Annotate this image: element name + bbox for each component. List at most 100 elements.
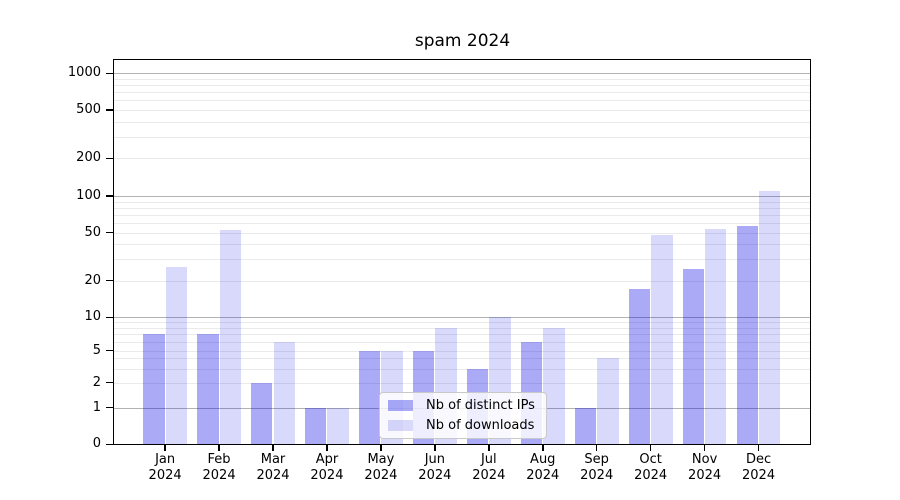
- gridline: [114, 382, 810, 384]
- bar-distinct-ips-11: [736, 225, 759, 445]
- x-tick-label: Nov 2024: [688, 452, 722, 483]
- x-tick: [488, 445, 490, 451]
- gridline: [114, 358, 810, 360]
- x-tick: [649, 445, 652, 451]
- gridline: [114, 136, 810, 138]
- y-tick-label: 10: [84, 309, 101, 325]
- x-tick: [380, 445, 382, 451]
- gridline: [114, 317, 810, 319]
- gridline: [114, 121, 810, 123]
- bar-distinct-ips-8: [574, 407, 597, 445]
- gridline: [114, 73, 810, 75]
- gridline: [114, 368, 810, 370]
- gridline: [114, 85, 810, 87]
- x-tick-label: Oct 2024: [634, 452, 668, 483]
- y-tick: [106, 72, 113, 75]
- x-tick-label: Feb 2024: [202, 452, 236, 483]
- legend-label: Nb of downloads: [426, 417, 535, 433]
- y-tick-label: 20: [84, 272, 101, 288]
- legend-item: Nb of downloads: [388, 417, 538, 433]
- legend-item: Nb of distinct IPs: [388, 397, 538, 413]
- gridline: [114, 214, 810, 216]
- gridline: [114, 78, 810, 80]
- gridline: [114, 322, 810, 324]
- bar-downloads-2: [273, 341, 295, 445]
- x-tick-label: Jan 2024: [148, 452, 182, 483]
- gridline: [114, 100, 810, 102]
- bar-downloads-1: [219, 229, 241, 445]
- gridline: [114, 223, 810, 225]
- y-tick-label: 1: [92, 399, 101, 415]
- y-tick-label: 100: [76, 188, 101, 203]
- gridline: [114, 350, 810, 352]
- gridline: [114, 158, 810, 160]
- gridline: [114, 201, 810, 203]
- x-tick-label: May 2024: [364, 452, 398, 483]
- gridline: [114, 110, 810, 111]
- bar-downloads-0: [165, 266, 187, 445]
- bar-distinct-ips-4: [359, 350, 381, 445]
- bar-downloads-10: [705, 228, 727, 445]
- gridline: [114, 244, 810, 246]
- x-tick: [542, 445, 544, 451]
- x-tick: [434, 445, 436, 451]
- bar-distinct-ips-1: [197, 334, 219, 445]
- y-tick: [106, 443, 113, 446]
- x-tick-label: Mar 2024: [256, 452, 290, 483]
- x-tick: [164, 445, 166, 451]
- gridline: [114, 341, 810, 343]
- y-tick: [106, 109, 113, 111]
- bar-distinct-ips-3: [305, 407, 327, 445]
- legend: Nb of distinct IPs Nb of downloads: [379, 392, 547, 439]
- y-tick-label: 5: [92, 342, 101, 358]
- x-tick: [757, 445, 760, 451]
- x-tick-label: Aug 2024: [526, 452, 560, 483]
- y-tick: [106, 406, 113, 409]
- x-tick-label: Jul 2024: [472, 452, 506, 483]
- bar-downloads-9: [651, 234, 673, 445]
- legend-swatch-downloads: [388, 420, 413, 431]
- x-tick: [595, 445, 598, 451]
- bar-downloads-7: [543, 328, 565, 445]
- x-tick: [326, 445, 328, 451]
- x-tick: [272, 445, 274, 451]
- y-tick: [106, 349, 113, 352]
- bar-distinct-ips-2: [251, 382, 273, 445]
- x-tick-label: Apr 2024: [310, 452, 344, 483]
- gridline: [114, 232, 810, 234]
- legend-label: Nb of distinct IPs: [426, 397, 535, 413]
- bar-distinct-ips-10: [682, 269, 705, 445]
- y-tick-label: 0: [92, 436, 101, 452]
- gridline: [114, 334, 810, 336]
- y-tick: [106, 279, 113, 282]
- x-tick: [703, 445, 706, 451]
- y-tick: [106, 231, 113, 234]
- gridline: [114, 207, 810, 209]
- bar-downloads-11: [759, 190, 781, 445]
- x-tick-label: Jun 2024: [418, 452, 452, 483]
- legend-swatch-distinct-ips: [388, 400, 413, 411]
- chart-title: spam 2024: [414, 31, 511, 51]
- y-tick-label: 50: [84, 224, 101, 240]
- gridline: [114, 92, 810, 94]
- y-tick-label: 500: [76, 102, 101, 117]
- gridline: [114, 196, 810, 197]
- bar-distinct-ips-0: [143, 334, 165, 445]
- x-tick-label: Dec 2024: [742, 452, 776, 483]
- x-tick-label: Sep 2024: [580, 452, 614, 483]
- y-tick: [106, 316, 113, 319]
- x-tick: [218, 445, 220, 451]
- gridline: [114, 280, 810, 282]
- y-tick: [106, 195, 113, 197]
- gridline: [114, 328, 810, 330]
- y-tick-label: 1000: [67, 65, 101, 81]
- y-tick-label: 200: [76, 150, 101, 166]
- y-tick: [106, 157, 113, 160]
- bar-distinct-ips-9: [628, 289, 651, 445]
- y-tick-label: 2: [92, 374, 101, 390]
- bar-downloads-3: [327, 407, 349, 445]
- y-tick: [106, 381, 113, 384]
- bar-downloads-8: [597, 358, 619, 445]
- gridline: [114, 259, 810, 261]
